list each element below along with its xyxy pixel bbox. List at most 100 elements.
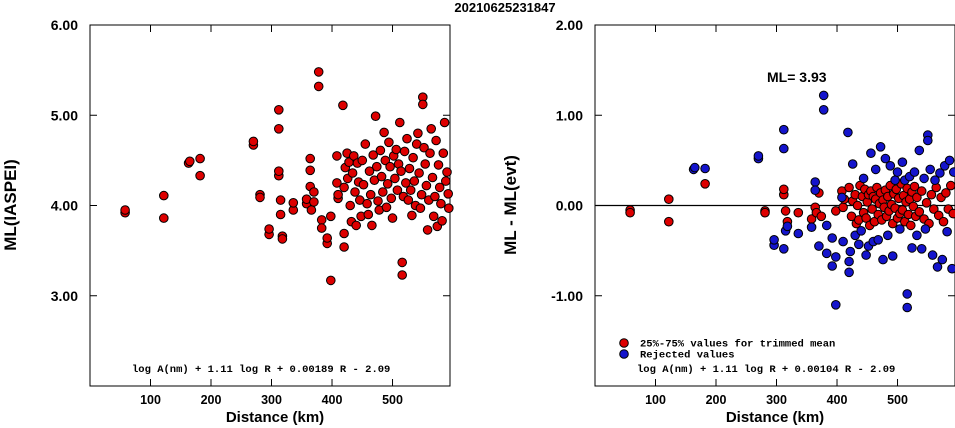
right-point-s0-9 bbox=[780, 206, 791, 216]
legend-label-trimmed: 25%-75% values for trimmed mean bbox=[640, 339, 835, 351]
left-point-s0-14 bbox=[274, 105, 284, 115]
right-point-s0-75 bbox=[914, 207, 925, 217]
right-point-s1-14 bbox=[810, 177, 821, 187]
left-formula: log A(nm) + 1.11 log R + 0.00189 R - 2.0… bbox=[132, 364, 390, 376]
left-point-s0-104 bbox=[408, 152, 418, 163]
right-x-axis-label: Distance (km) bbox=[726, 409, 824, 426]
right-point-s1-51 bbox=[897, 157, 908, 167]
right-point-s0-85 bbox=[938, 216, 949, 227]
left-point-s0-97 bbox=[399, 146, 410, 157]
right-point-s0-81 bbox=[929, 204, 939, 214]
left-x-tick-label-3: 400 bbox=[322, 393, 343, 407]
left-point-s0-63 bbox=[358, 179, 369, 190]
right-point-s1-41 bbox=[873, 235, 884, 245]
right-point-s0-19 bbox=[838, 202, 848, 213]
right-point-s1-28 bbox=[844, 256, 854, 267]
right-point-s1-42 bbox=[875, 142, 886, 152]
left-point-s0-46 bbox=[339, 228, 349, 239]
right-point-s0-2 bbox=[664, 216, 674, 227]
right-y-axis-label: ML - ML(evt) bbox=[501, 155, 520, 255]
left-point-s0-128 bbox=[436, 198, 446, 209]
right-point-s1-57 bbox=[909, 167, 920, 177]
right-point-s1-48 bbox=[890, 175, 900, 185]
left-point-s0-37 bbox=[322, 233, 333, 243]
left-point-s0-85 bbox=[386, 193, 397, 204]
right-point-s1-24 bbox=[831, 252, 841, 262]
right-point-s0-76 bbox=[916, 186, 927, 196]
right-point-s1-60 bbox=[916, 244, 927, 254]
right-point-s0-74 bbox=[912, 192, 922, 203]
left-point-s0-99 bbox=[402, 133, 412, 144]
right-x-tick-label-2: 300 bbox=[766, 393, 787, 407]
right-point-s0-72 bbox=[909, 181, 920, 192]
right-point-s1-54 bbox=[902, 302, 913, 313]
right-point-s1-74 bbox=[947, 263, 955, 274]
figure-title: 20210625231847 bbox=[454, 0, 555, 15]
right-point-s1-12 bbox=[793, 228, 804, 239]
left-point-s0-105 bbox=[409, 176, 420, 186]
left-point-s0-65 bbox=[362, 198, 372, 209]
right-x-tick-label-1: 200 bbox=[706, 393, 727, 407]
right-point-s0-78 bbox=[921, 198, 932, 208]
left-point-s0-3 bbox=[159, 190, 169, 201]
right-point-s1-68 bbox=[932, 262, 943, 272]
left-point-s0-110 bbox=[415, 203, 426, 213]
left-point-s0-29 bbox=[306, 205, 317, 215]
left-point-s0-103 bbox=[407, 210, 417, 221]
left-point-s0-114 bbox=[419, 142, 429, 153]
right-point-s0-69 bbox=[906, 220, 916, 231]
left-point-s0-39 bbox=[326, 211, 336, 222]
left-point-s0-13 bbox=[264, 224, 274, 234]
left-point-s0-93 bbox=[396, 166, 406, 176]
right-point-s1-67 bbox=[930, 175, 940, 185]
right-point-s1-44 bbox=[880, 153, 891, 164]
left-point-s0-17 bbox=[274, 166, 284, 176]
left-point-s0-2 bbox=[159, 213, 169, 223]
left-point-s0-117 bbox=[422, 225, 433, 235]
left-point-s0-127 bbox=[434, 182, 445, 193]
left-x-tick-label-4: 500 bbox=[382, 393, 403, 407]
left-point-s0-74 bbox=[373, 196, 383, 206]
left-point-s0-81 bbox=[381, 202, 392, 213]
left-point-s0-41 bbox=[332, 178, 342, 188]
left-point-s0-34 bbox=[316, 215, 327, 225]
left-point-s0-35 bbox=[316, 223, 327, 233]
left-point-s0-1 bbox=[120, 205, 130, 215]
left-point-s0-86 bbox=[387, 213, 398, 223]
left-point-s0-18 bbox=[275, 195, 286, 205]
right-point-s1-70 bbox=[937, 254, 948, 265]
left-point-s0-109 bbox=[414, 168, 424, 178]
left-y-tick-label-2: 5.00 bbox=[51, 107, 78, 123]
right-point-s1-27 bbox=[843, 127, 853, 138]
left-point-s0-69 bbox=[367, 220, 377, 231]
right-point-s0-26 bbox=[852, 200, 863, 211]
right-y-tick-label-2: 1.00 bbox=[556, 107, 583, 123]
left-point-s0-56 bbox=[350, 187, 360, 197]
right-point-s1-26 bbox=[838, 236, 848, 247]
left-point-s0-72 bbox=[370, 111, 381, 121]
right-point-s1-21 bbox=[827, 261, 838, 271]
right-point-s0-8 bbox=[779, 184, 789, 195]
right-point-s0-86 bbox=[941, 188, 951, 198]
left-point-s0-132 bbox=[441, 176, 451, 186]
right-point-s1-65 bbox=[925, 164, 936, 175]
right-point-s1-56 bbox=[907, 243, 917, 253]
right-point-s1-38 bbox=[866, 148, 876, 158]
right-point-s1-16 bbox=[814, 241, 824, 251]
right-point-s0-88 bbox=[946, 180, 955, 191]
right-y-tick-label-1: 0.00 bbox=[556, 198, 583, 214]
left-y-axis-label: ML(IASPEI) bbox=[1, 159, 20, 251]
right-point-s1-46 bbox=[885, 161, 896, 171]
right-formula: log A(nm) + 1.11 log R + 0.00104 R - 2.0… bbox=[637, 364, 895, 376]
left-point-s0-126 bbox=[433, 160, 444, 170]
right-point-s1-19 bbox=[821, 220, 832, 231]
left-point-s0-73 bbox=[372, 161, 382, 172]
right-x-ticks: 100 200 300 400 500 bbox=[645, 25, 908, 407]
right-point-s1-47 bbox=[887, 251, 898, 261]
right-point-s1-33 bbox=[854, 239, 864, 250]
right-points bbox=[625, 90, 955, 313]
right-point-s0-71 bbox=[908, 201, 919, 212]
legend-marker-trimmed bbox=[619, 338, 629, 348]
right-point-s1-6 bbox=[769, 235, 779, 245]
